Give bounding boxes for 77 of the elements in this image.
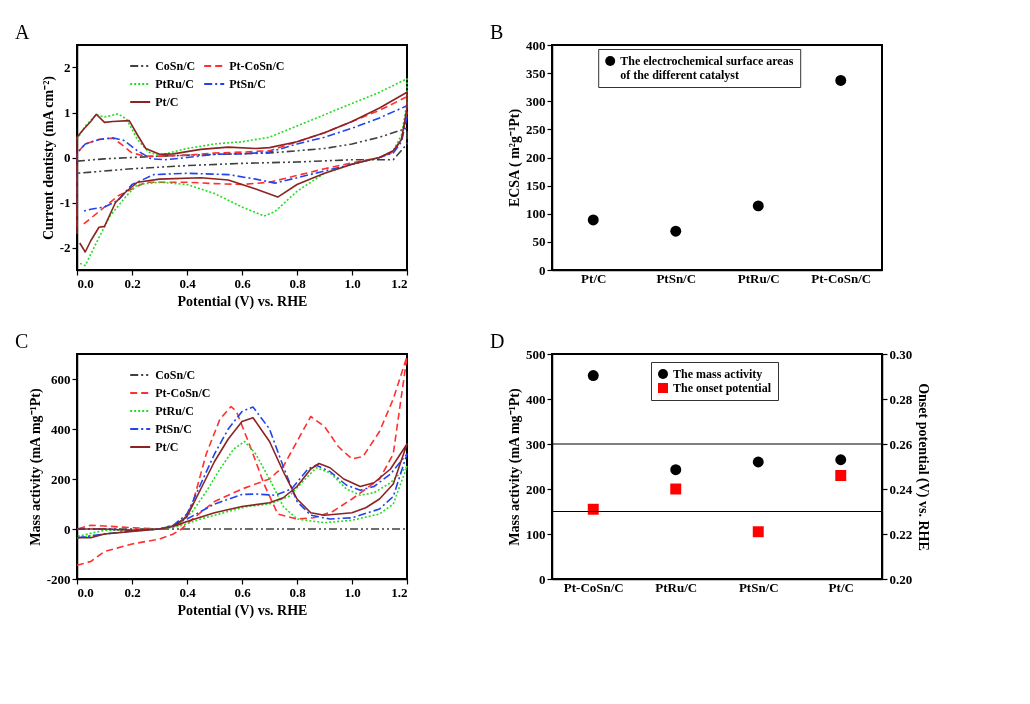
- x-tick-label: 0.8: [289, 275, 307, 291]
- x-tick-label: 0.2: [124, 584, 141, 600]
- y-tick-label: 250: [526, 121, 546, 137]
- x-tick-label: 1.0: [344, 584, 361, 600]
- y-tick-label: 300: [526, 436, 546, 452]
- legend-label: CoSn/C: [155, 368, 196, 382]
- legend-label: CoSn/C: [155, 59, 196, 73]
- x-tick-label: Pt-CoSn/C: [563, 579, 624, 595]
- y-tick-label: 150: [526, 178, 546, 194]
- legend-label: PtRu/C: [155, 404, 194, 418]
- y-tick-label: 200: [526, 481, 546, 497]
- x-tick-label: 1.2: [391, 275, 408, 291]
- legend-label: Pt-CoSn/C: [155, 386, 211, 400]
- y-tick-label: 300: [526, 93, 546, 109]
- x-tick-label: 0.0: [77, 584, 94, 600]
- y-tick-label: 50: [532, 234, 546, 250]
- y-tick-label: 0: [539, 262, 546, 278]
- y-tick-label: 1: [64, 105, 71, 120]
- legend-label: The onset potential: [673, 381, 772, 395]
- x-tick-label: Pt-CoSn/C: [811, 270, 872, 286]
- y-tick-label: 500: [526, 346, 546, 362]
- x-tick-label: 1.0: [344, 275, 361, 291]
- legend-label: Pt/C: [155, 95, 179, 109]
- x-tick-label: PtSn/C: [738, 579, 779, 595]
- y-tick-label: 100: [526, 526, 546, 542]
- y-axis-title: Current dentisty (mA cm⁻²): [40, 75, 57, 241]
- y-axis-title: Mass activity (mA mg⁻¹Pt): [27, 388, 44, 546]
- x-tick-label: PtRu/C: [655, 579, 698, 595]
- y2-tick-label: 0.22: [889, 526, 913, 542]
- text: D: [490, 330, 505, 352]
- x-tick-label: PtRu/C: [737, 270, 780, 286]
- x-tick-label: 1.2: [391, 584, 408, 600]
- y-tick-label: -200: [46, 571, 71, 587]
- y-tick-label: 100: [526, 206, 546, 222]
- text: A: [15, 21, 30, 43]
- y2-tick-label: 0.26: [889, 436, 913, 452]
- y-tick-label: 600: [51, 371, 71, 387]
- y-axis-title: ECSA ( m²g⁻¹Pt): [507, 108, 523, 208]
- y-tick-label: 350: [526, 65, 546, 81]
- x-tick-label: 0.6: [234, 584, 252, 600]
- y-tick-label: 0: [64, 150, 71, 165]
- text: B: [490, 21, 504, 43]
- y-tick-label: 2: [64, 60, 71, 75]
- x-tick-label: PtSn/C: [656, 270, 697, 286]
- x-axis-title: Potential (V) vs. RHE: [177, 293, 308, 310]
- y2-axis-title: Onset potential (V) vs. RHE: [915, 383, 932, 551]
- legend-label: The electrochemical surface areas of the different catalyst: [620, 54, 794, 82]
- y2-tick-label: 0.30: [889, 346, 913, 362]
- y-tick-label: -1: [59, 195, 71, 210]
- legend-label: PtRu/C: [155, 77, 194, 91]
- y2-tick-label: 0.28: [889, 391, 913, 407]
- x-tick-label: 0.6: [234, 275, 252, 291]
- y-tick-label: 200: [51, 471, 71, 487]
- x-tick-label: 0.0: [77, 275, 94, 291]
- legend-label: PtSn/C: [229, 77, 266, 91]
- y2-tick-label: 0.24: [889, 481, 913, 497]
- text: C: [15, 330, 29, 352]
- legend-label: PtSn/C: [155, 422, 192, 436]
- x-tick-label: 0.2: [124, 275, 141, 291]
- x-axis-title: Potential (V) vs. RHE: [177, 602, 308, 619]
- x-tick-label: 0.4: [179, 275, 197, 291]
- y-axis-title: Mass activity (mA mg⁻¹Pt): [507, 388, 523, 546]
- x-tick-label: 0.8: [289, 584, 307, 600]
- x-tick-label: 0.4: [179, 584, 197, 600]
- y2-tick-label: 0.20: [889, 571, 913, 587]
- y-tick-label: 200: [526, 150, 546, 165]
- y-tick-label: 400: [51, 421, 71, 437]
- x-tick-label: Pt/C: [581, 270, 607, 286]
- legend-label: Pt-CoSn/C: [229, 59, 285, 73]
- legend-label: Pt/C: [155, 440, 179, 454]
- x-tick-label: Pt/C: [828, 579, 854, 595]
- y-tick-label: 400: [526, 37, 546, 53]
- y-tick-label: 400: [526, 391, 546, 407]
- y-tick-label: 0: [539, 571, 546, 587]
- y-tick-label: -2: [59, 240, 71, 255]
- legend-label: The mass activity: [673, 367, 763, 381]
- y-tick-label: 0: [64, 521, 71, 537]
